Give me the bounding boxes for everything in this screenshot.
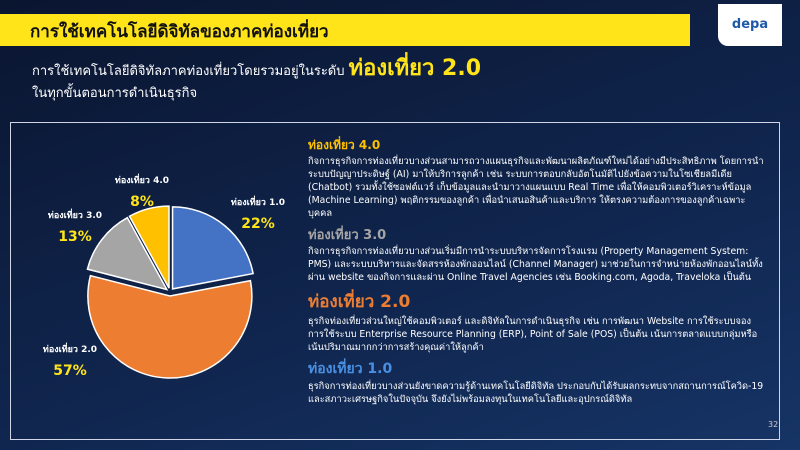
slice-label: ท่องเที่ยว 1.0 [231, 195, 285, 208]
page-number: 32 [768, 420, 779, 429]
content-box [10, 122, 780, 440]
slide-title: การใช้เทคโนโลยีดิจิทัลของภาคท่องเที่ยว [30, 22, 329, 42]
description-text: ธุรกิจท่องเที่ยวส่วนใหญ่ใช้คอมพิวเตอร์ แ… [308, 316, 758, 353]
subtitle-text: การใช้เทคโนโลยีดิจิทัลภาคท่องเที่ยวโดยรว… [32, 64, 345, 79]
descriptions: ท่องเที่ยว 4.0 กิจการธุรกิจการท่องเที่ยวบ… [308, 132, 768, 406]
slice-label: ท่องเที่ยว 2.0 [43, 342, 97, 355]
value-label: 22% [241, 216, 275, 232]
pie-slice [128, 205, 170, 289]
description-heading: ท่องเที่ยว 4.0 [308, 138, 381, 152]
pie-slice [87, 274, 253, 379]
subtitle-text: ในทุกขั้นตอนการดำเนินธุรกิจ [32, 86, 198, 101]
description-heading: ท่องเที่ยว 1.0 [308, 361, 393, 377]
value-label: 8% [130, 194, 154, 210]
description-heading: ท่องเที่ยว 3.0 [308, 228, 387, 243]
value-label: 57% [53, 363, 87, 379]
description-text: กิจการธุรกิจการท่องเที่ยวบางส่วนเริ่มมีก… [308, 246, 763, 283]
description-text: กิจการธุรกิจการท่องเที่ยวบางส่วนสามารถวา… [308, 156, 764, 219]
value-label: 13% [58, 229, 92, 245]
slice-label: ท่องเที่ยว 3.0 [48, 208, 102, 221]
subtitle: การใช้เทคโนโลยีดิจิทัลภาคท่องเที่ยวโดยรว… [32, 58, 481, 105]
pie-slice [86, 216, 169, 291]
description-heading: ท่องเที่ยว 2.0 [308, 292, 411, 312]
title-banner [0, 14, 690, 46]
description-text: ธุรกิจการท่องเที่ยวบางส่วนยังขาดความรู้ด… [308, 381, 764, 405]
logo: depa [718, 4, 782, 46]
slice-label: ท่องเที่ยว 4.0 [115, 173, 169, 186]
subtitle-highlight: ท่องเที่ยว 2.0 [348, 56, 481, 81]
pie-slice [171, 206, 254, 290]
